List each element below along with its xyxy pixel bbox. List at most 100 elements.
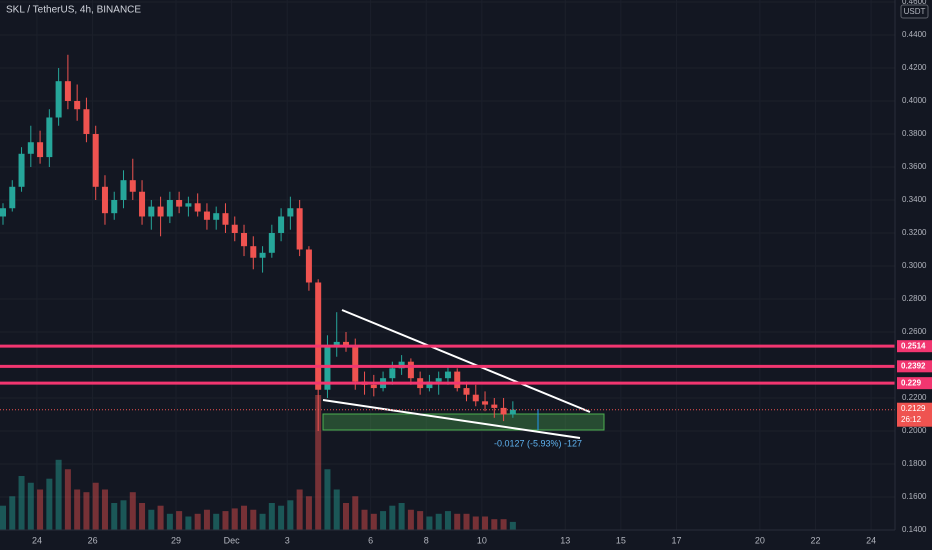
candle-body: [194, 203, 201, 212]
y-tick-label: 0.2800: [902, 294, 927, 303]
volume-bar: [435, 513, 442, 530]
volume-bar: [213, 513, 220, 530]
volume-bar: [472, 516, 479, 530]
level-label: 0.2392: [901, 361, 926, 370]
candles: [0, 54, 516, 431]
candle-body: [509, 409, 516, 415]
candle-body: [222, 213, 229, 225]
candle-body: [342, 341, 349, 346]
volume-bar: [324, 469, 331, 530]
volume-bar: [361, 509, 368, 530]
volume-bar: [500, 519, 507, 530]
volume-bar: [9, 496, 16, 530]
volume-bar: [305, 496, 312, 530]
volume-bar: [139, 503, 146, 530]
candle-body: [9, 186, 16, 209]
candle-body: [370, 384, 377, 389]
candle-body: [18, 153, 25, 187]
y-tick-label: 0.3600: [902, 162, 927, 171]
candle-body: [148, 206, 155, 217]
x-tick-label: 26: [88, 535, 98, 545]
volume-bar: [120, 500, 127, 530]
candle-body: [176, 199, 183, 207]
candle-body: [0, 208, 6, 217]
candle-body: [241, 232, 248, 247]
levels: [0, 344, 895, 411]
x-tick-label: 15: [616, 535, 626, 545]
candle-body: [482, 401, 489, 405]
candle-body: [315, 282, 322, 390]
x-tick-label: 22: [810, 535, 820, 545]
x-tick-label: 10: [477, 535, 487, 545]
candle-body: [120, 180, 127, 200]
volume-bar: [296, 489, 303, 530]
volume-bar: [250, 509, 257, 530]
candle-body: [296, 208, 303, 250]
level-tag: [897, 377, 932, 390]
y-tick-label: 0.3400: [902, 195, 927, 204]
volume-bar: [148, 509, 155, 530]
volume-bar: [482, 516, 489, 530]
measure-label: -0.0127 (-5.93%) -127: [494, 438, 582, 448]
level-tag: [897, 340, 932, 353]
candle-body: [463, 388, 470, 395]
volume-bar: [157, 505, 164, 530]
level-label: 0.229: [901, 378, 922, 387]
candle-body: [259, 252, 266, 258]
candle-body: [472, 394, 479, 402]
volume-bar: [444, 511, 451, 530]
candle-body: [268, 232, 275, 253]
candle-body: [426, 381, 433, 389]
candle-body: [139, 191, 146, 217]
volume-bar: [18, 476, 25, 530]
volume-bar: [491, 519, 498, 530]
candle-body: [27, 142, 34, 154]
currency-label: USDT: [904, 7, 926, 16]
y-tick-label: 0.2600: [902, 327, 927, 336]
y-tick-label: 0.1600: [902, 492, 927, 501]
volume-bar: [111, 503, 118, 530]
volume-bar: [268, 503, 275, 530]
currency-box: [900, 4, 929, 19]
volume-bar: [389, 505, 396, 530]
candle-body: [278, 216, 285, 233]
y-tick-label: 0.4000: [902, 96, 927, 105]
last-price-tag: [897, 402, 932, 427]
x-tick-label: 6: [368, 535, 373, 545]
volume-bar: [74, 489, 81, 530]
grid: [0, 0, 895, 530]
volume-bar: [407, 509, 414, 530]
candle-body: [64, 81, 71, 101]
volume-bar: [0, 505, 6, 530]
volume-bar: [380, 511, 387, 530]
x-tick-label: 20: [755, 535, 765, 545]
volume-layer: [0, 395, 516, 530]
candle-body: [352, 345, 359, 382]
volume-bar: [463, 513, 470, 530]
level-label: 0.2514: [901, 341, 926, 350]
volume-bar: [398, 503, 405, 530]
volume-bar: [352, 496, 359, 530]
y-tick-label: 0.1400: [902, 525, 927, 534]
y-tick-label: 0.2200: [902, 393, 927, 402]
y-tick-label: 0.4600: [902, 0, 927, 6]
y-tick-label: 0.2000: [902, 426, 927, 435]
last-price-label: 0.2129: [901, 404, 926, 413]
candle-body: [111, 199, 118, 214]
candle-body: [389, 368, 396, 379]
volume-bar: [417, 511, 424, 530]
x-tick-label: 3: [285, 535, 290, 545]
time-axis-panel: [0, 530, 932, 550]
countdown-label: 26:12: [901, 415, 922, 424]
candle-body: [500, 407, 507, 415]
candle-body: [213, 213, 220, 220]
level-tag: [897, 360, 932, 373]
candle-body: [435, 378, 442, 382]
price-axis-panel: [895, 0, 932, 550]
demand-zone: [322, 413, 605, 431]
candle-body: [55, 81, 62, 118]
volume-bar: [166, 513, 173, 530]
y-tick-label: 0.4200: [902, 63, 927, 72]
candle-body: [157, 206, 164, 217]
